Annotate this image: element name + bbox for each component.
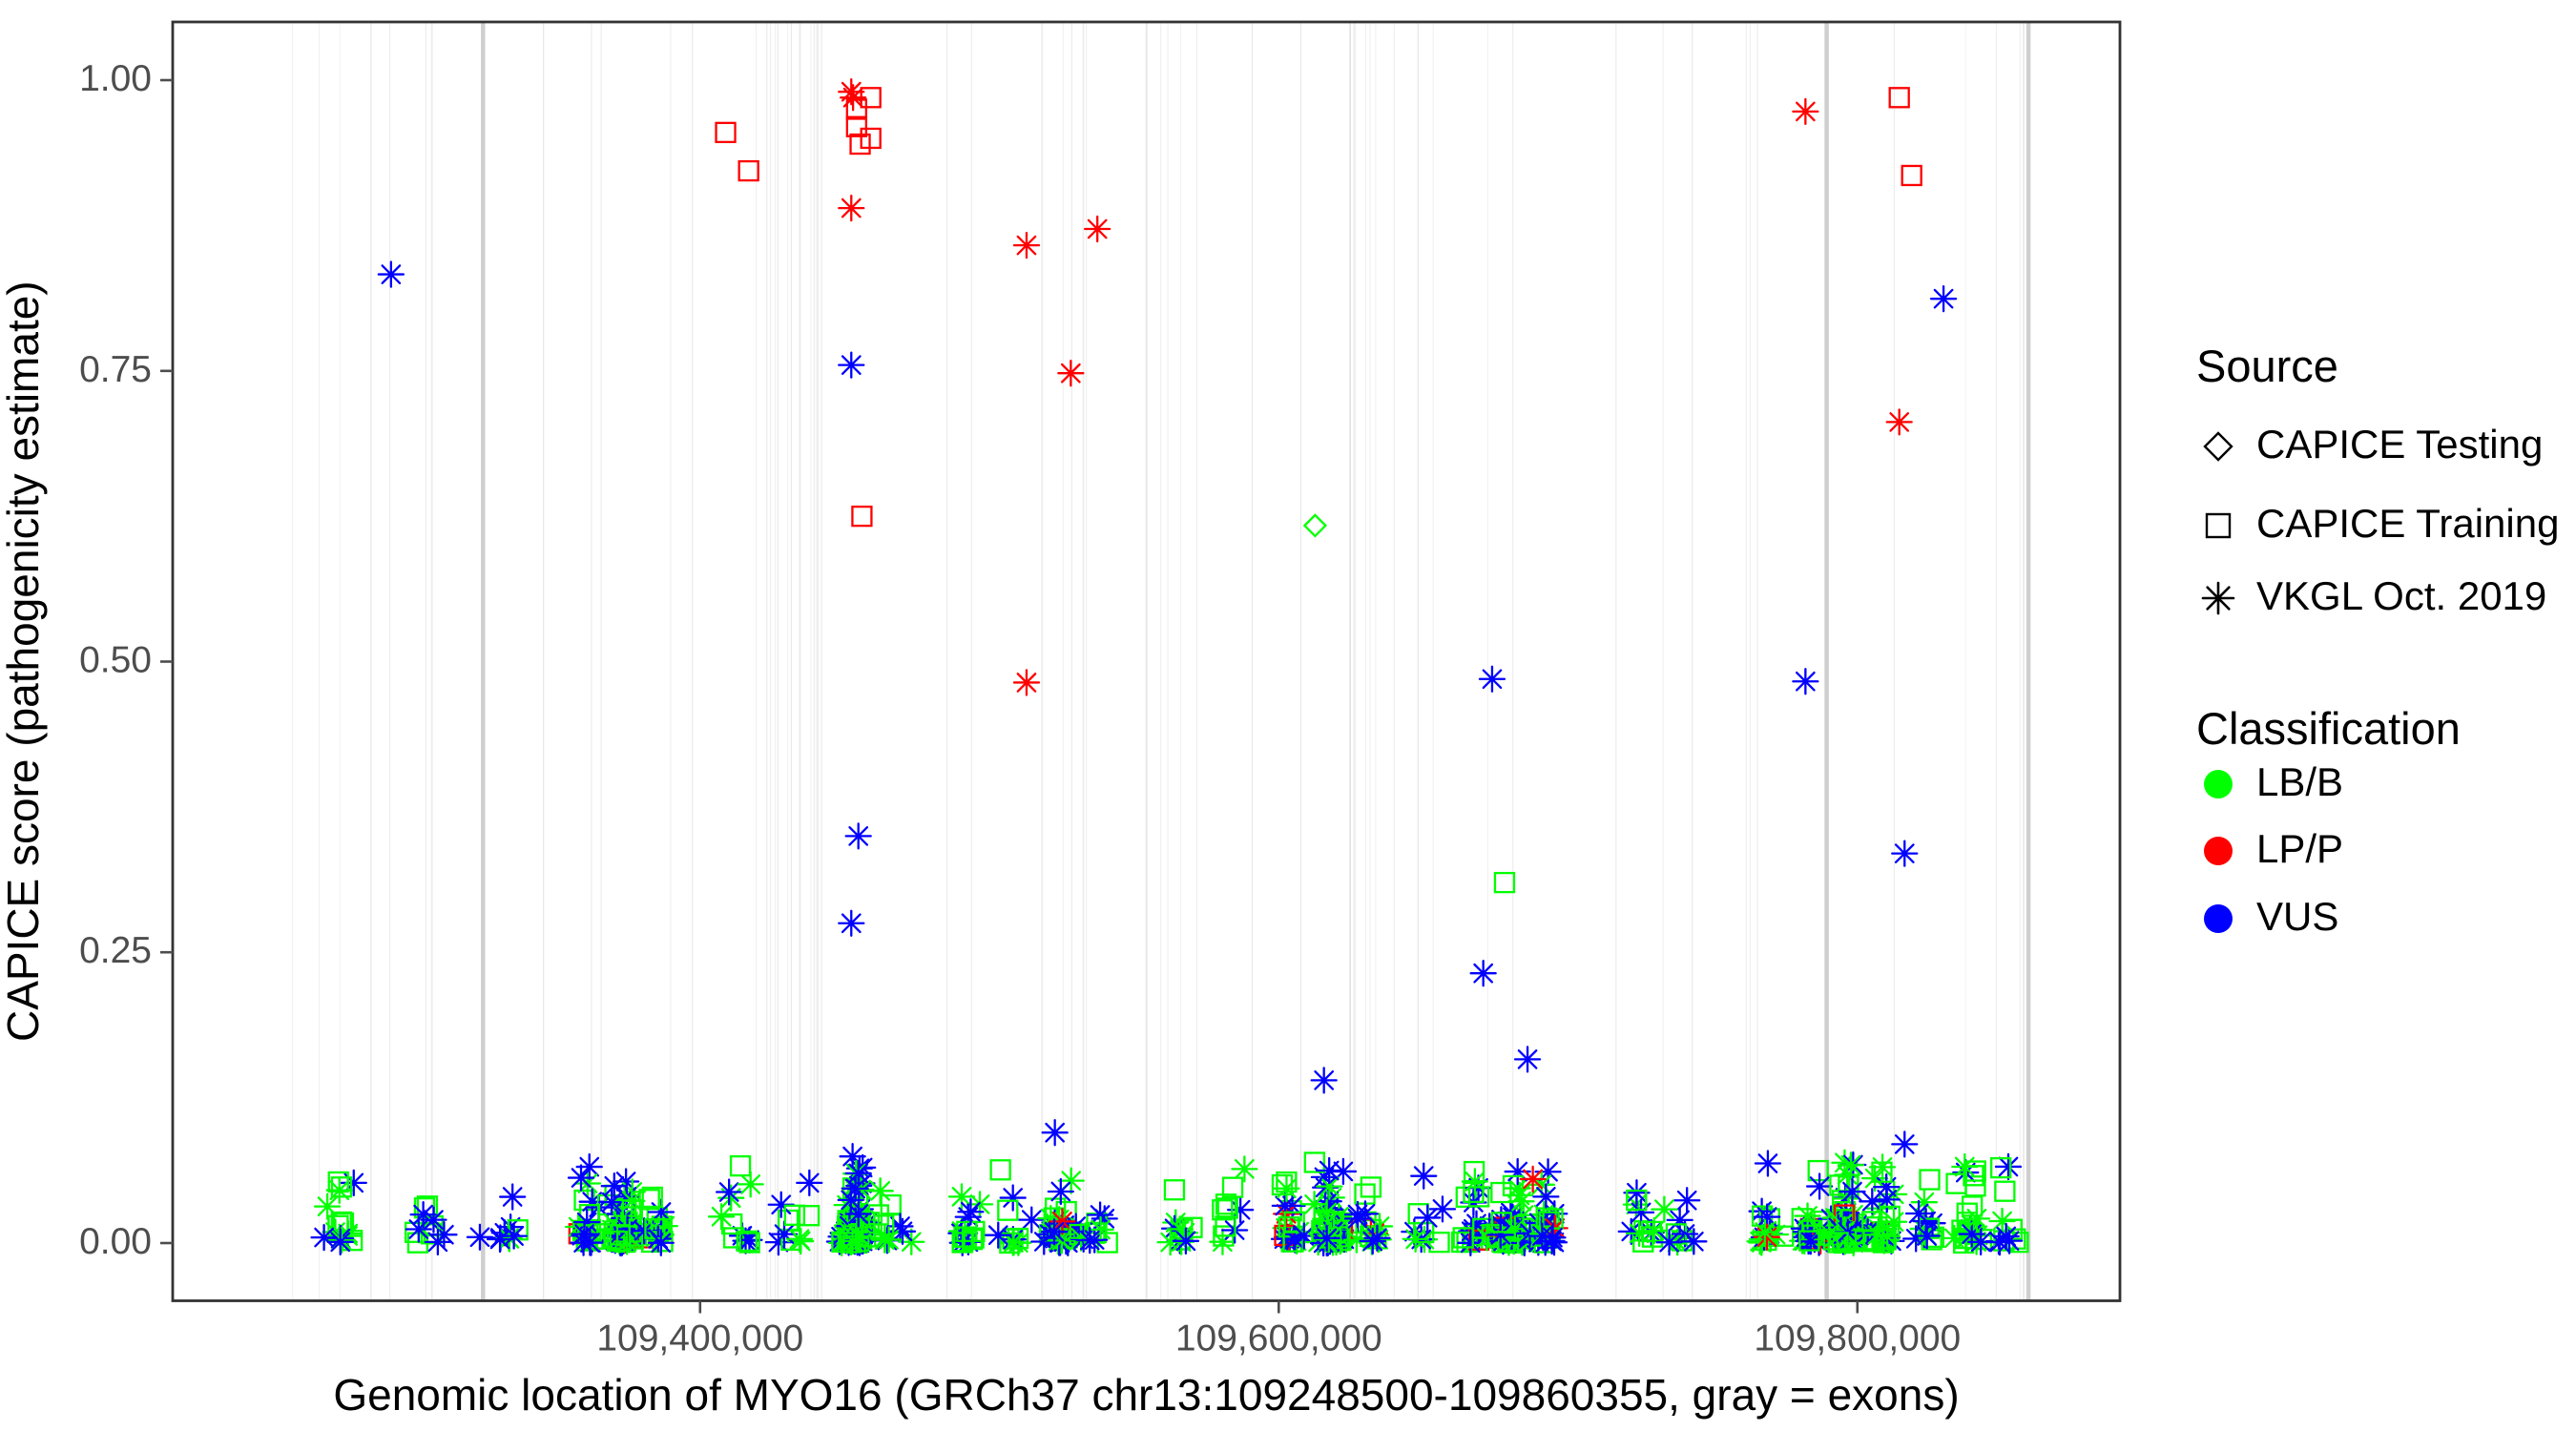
svg-text:LP/P: LP/P — [2256, 826, 2343, 871]
svg-text:LB/B: LB/B — [2256, 759, 2343, 804]
svg-text:109,400,000: 109,400,000 — [596, 1318, 803, 1359]
svg-text:Classification: Classification — [2196, 703, 2461, 754]
svg-text:0.25: 0.25 — [79, 930, 152, 971]
svg-text:0.75: 0.75 — [79, 349, 152, 390]
svg-text:CAPICE Testing: CAPICE Testing — [2256, 422, 2543, 467]
svg-text:109,600,000: 109,600,000 — [1175, 1318, 1382, 1359]
svg-text:Source: Source — [2196, 341, 2338, 391]
svg-text:Genomic location of MYO16 (GRC: Genomic location of MYO16 (GRCh37 chr13:… — [333, 1370, 1959, 1420]
svg-text:1.00: 1.00 — [79, 58, 152, 99]
svg-text:VUS: VUS — [2256, 894, 2338, 939]
svg-text:109,800,000: 109,800,000 — [1754, 1318, 1961, 1359]
svg-text:VKGL Oct. 2019: VKGL Oct. 2019 — [2256, 573, 2546, 618]
svg-text:CAPICE score (pathogenicity es: CAPICE score (pathogenicity estimate) — [0, 280, 48, 1042]
svg-text:0.50: 0.50 — [79, 640, 152, 681]
svg-text:CAPICE Training: CAPICE Training — [2256, 501, 2559, 546]
svg-text:0.00: 0.00 — [79, 1221, 152, 1262]
